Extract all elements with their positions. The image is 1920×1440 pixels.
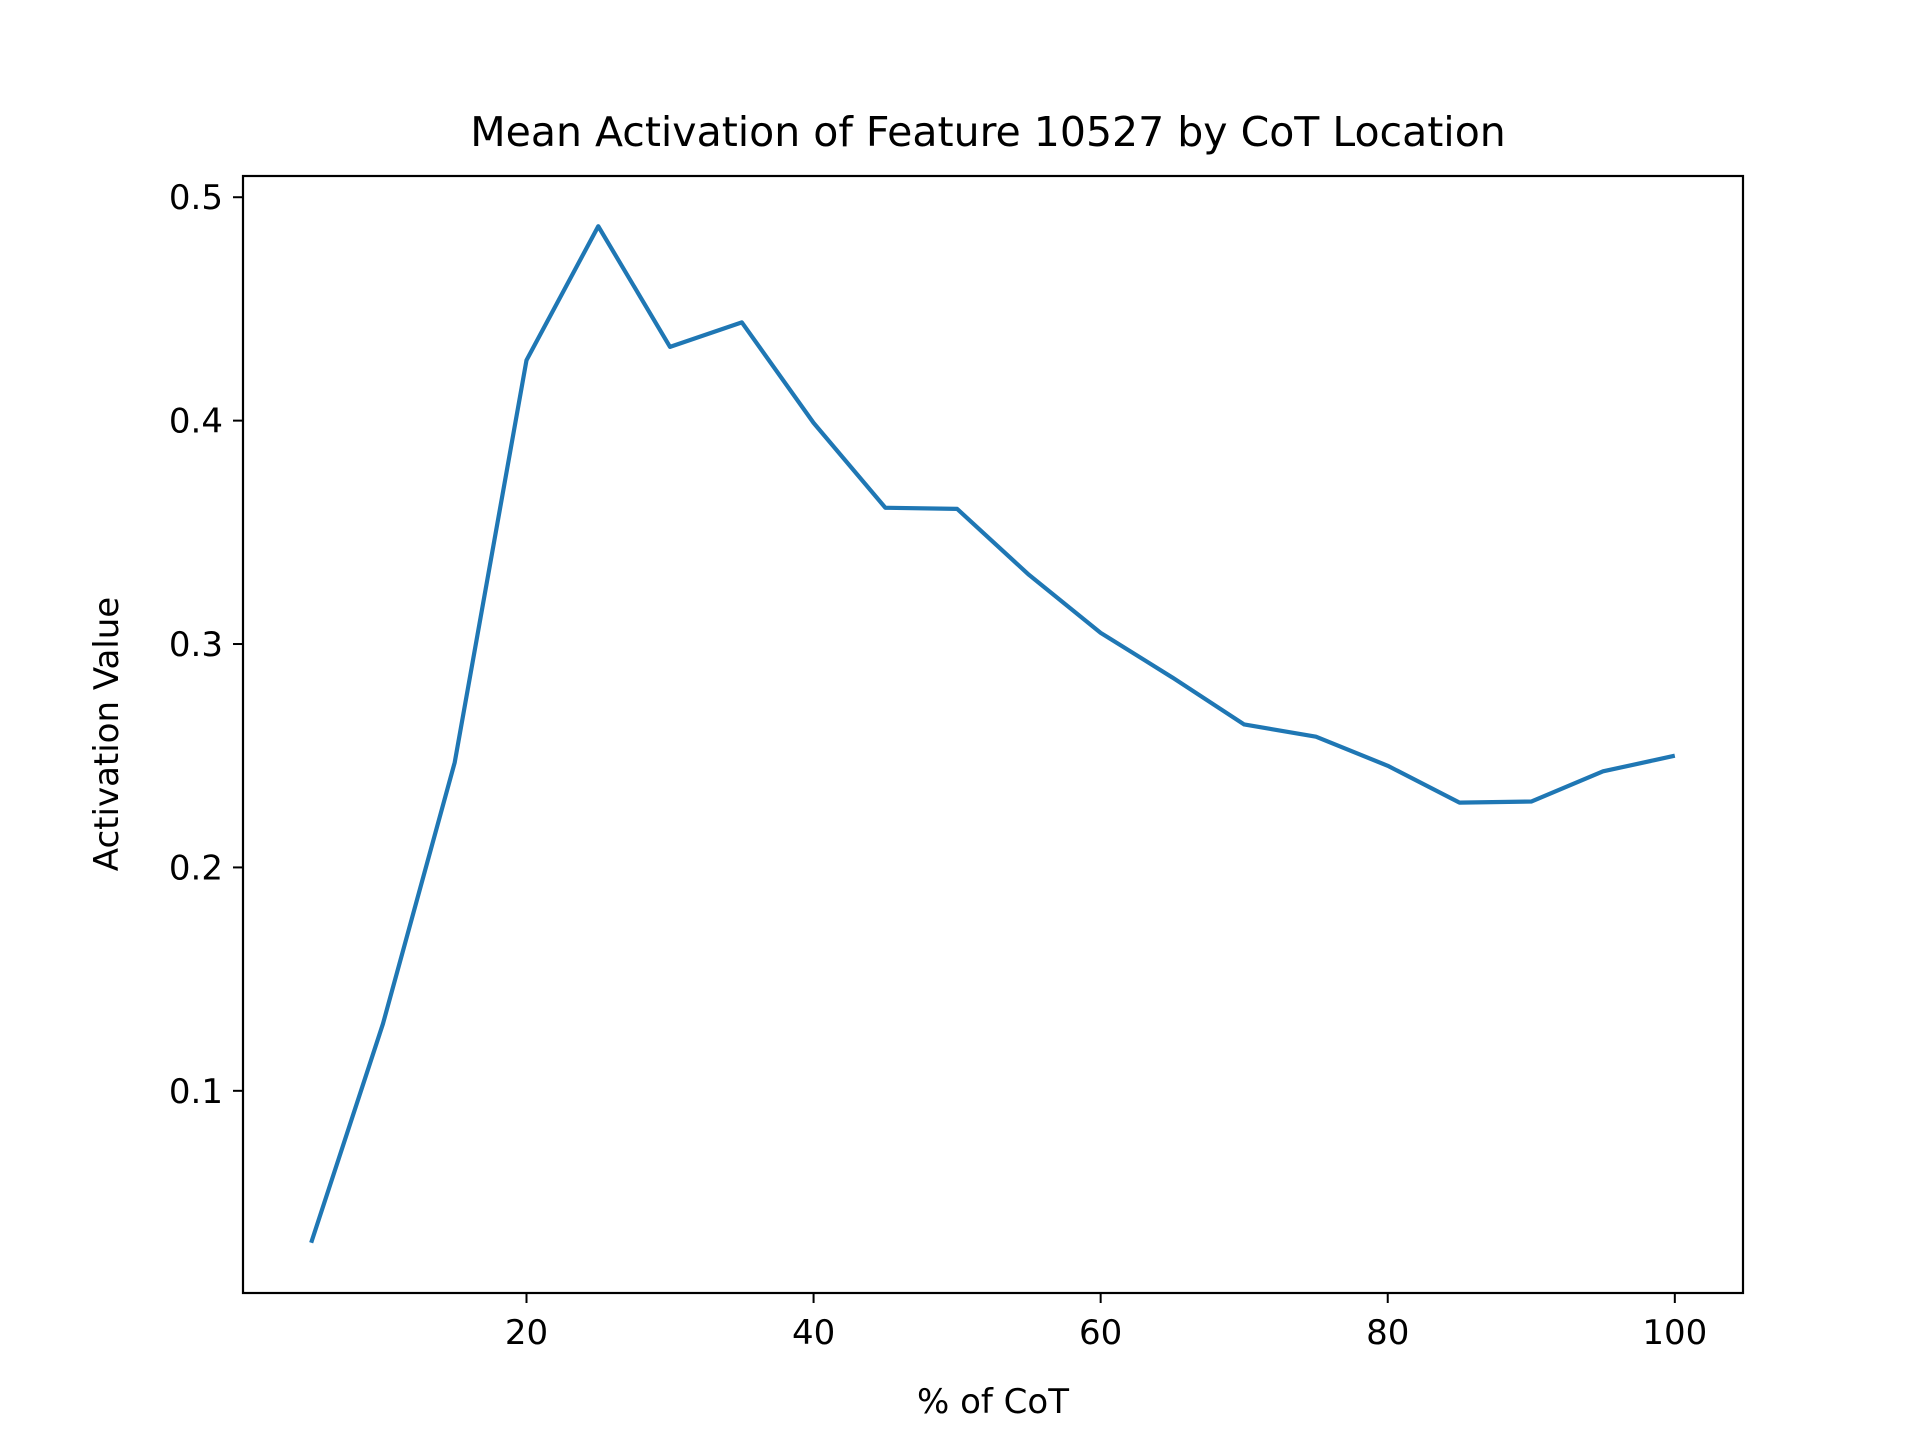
x-tick-label: 80	[1366, 1313, 1409, 1353]
y-tick-label: 0.2	[169, 848, 223, 888]
x-tick-label: 60	[1079, 1313, 1122, 1353]
x-tick-label: 20	[505, 1313, 548, 1353]
series-line-0	[309, 224, 1676, 1244]
x-tick-label: 100	[1642, 1313, 1707, 1353]
series-layer	[309, 224, 1676, 1244]
x-axis-label: % of CoT	[917, 1382, 1069, 1422]
y-tick-label: 0.5	[169, 178, 223, 218]
chart-title: Mean Activation of Feature 10527 by CoT …	[470, 108, 1506, 156]
x-tick-label: 40	[792, 1313, 835, 1353]
y-tick-label: 0.4	[169, 402, 223, 442]
y-axis-ticks: 0.1 0.2 0.3 0.4 0.5	[169, 178, 243, 1112]
y-axis-label: Activation Value	[87, 597, 127, 871]
y-tick-label: 0.1	[169, 1072, 223, 1112]
plot-frame	[241, 174, 1745, 1295]
y-tick-label: 0.3	[169, 625, 223, 665]
x-axis-ticks: 20 40 60 80 100	[505, 1293, 1707, 1353]
